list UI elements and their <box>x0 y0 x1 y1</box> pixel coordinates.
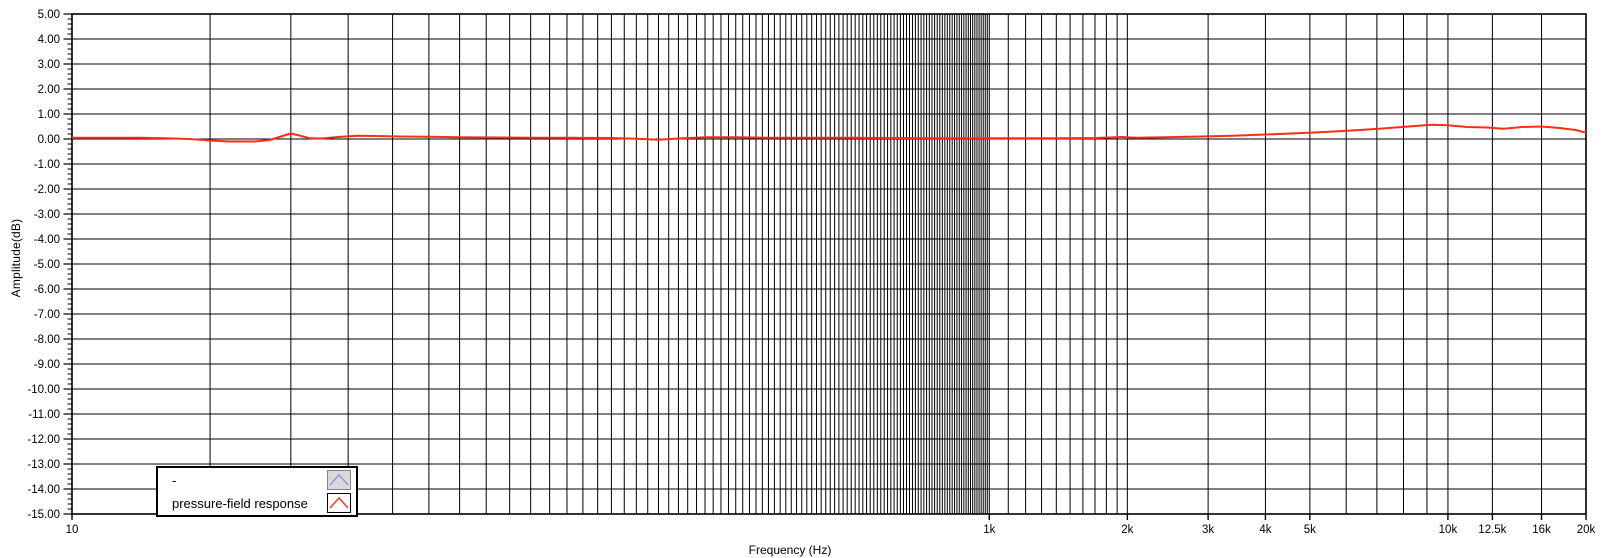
legend-label-blue: - <box>172 472 177 488</box>
svg-text:1.00: 1.00 <box>38 109 60 121</box>
svg-text:10: 10 <box>66 524 79 536</box>
svg-text:-8.00: -8.00 <box>34 334 60 346</box>
legend-item-blue[interactable]: - <box>158 469 356 491</box>
legend-label-pressure-field: pressure-field response <box>172 495 308 511</box>
svg-text:-5.00: -5.00 <box>34 259 60 271</box>
svg-text:-3.00: -3.00 <box>34 209 60 221</box>
svg-text:3.00: 3.00 <box>38 59 60 71</box>
svg-text:-14.00: -14.00 <box>27 484 60 496</box>
svg-text:-7.00: -7.00 <box>34 309 60 321</box>
svg-text:2.00: 2.00 <box>38 84 60 96</box>
svg-text:10k: 10k <box>1439 524 1458 536</box>
svg-text:-1.00: -1.00 <box>34 159 60 171</box>
svg-text:-4.00: -4.00 <box>34 234 60 246</box>
svg-text:4k: 4k <box>1259 524 1271 536</box>
svg-text:-2.00: -2.00 <box>34 184 60 196</box>
svg-text:1k: 1k <box>983 524 995 536</box>
svg-text:20k: 20k <box>1577 524 1596 536</box>
line-style-marker-icon[interactable] <box>327 493 351 513</box>
svg-text:0.00: 0.00 <box>38 134 60 146</box>
vertical-gridlines <box>71 14 1587 514</box>
y-axis-scale: 5.00 4.00 3.00 2.00 1.00 0.00 -1.00 -2.00 -3.00 -… <box>27 9 72 521</box>
plot-legend: - pressure-field response <box>156 466 358 517</box>
svg-text:4.00: 4.00 <box>38 34 60 46</box>
pressure-field-response-curve <box>72 123 1586 143</box>
svg-text:3k: 3k <box>1202 524 1214 536</box>
x-axis-scale: 10 1k 2k 3k 4k 5k 10k 12.5k 16k 20k <box>66 514 1596 536</box>
svg-text:-9.00: -9.00 <box>34 359 60 371</box>
svg-text:16k: 16k <box>1532 524 1551 536</box>
svg-text:2k: 2k <box>1121 524 1133 536</box>
svg-text:12.5k: 12.5k <box>1478 524 1506 536</box>
x-axis-title: Frequency (Hz) <box>748 543 832 557</box>
svg-text:-10.00: -10.00 <box>27 384 60 396</box>
svg-text:5.00: 5.00 <box>38 9 60 21</box>
horizontal-gridlines <box>72 13 1586 515</box>
line-style-marker-icon[interactable] <box>327 470 351 490</box>
svg-text:-12.00: -12.00 <box>27 434 60 446</box>
svg-text:-13.00: -13.00 <box>27 459 60 471</box>
svg-text:-6.00: -6.00 <box>34 284 60 296</box>
svg-text:5k: 5k <box>1304 524 1316 536</box>
y-axis-title: Amplitude(dB) <box>9 218 23 298</box>
legend-item-pressure-field[interactable]: pressure-field response <box>158 492 356 514</box>
svg-text:-11.00: -11.00 <box>28 409 60 421</box>
svg-text:-15.00: -15.00 <box>27 509 60 521</box>
